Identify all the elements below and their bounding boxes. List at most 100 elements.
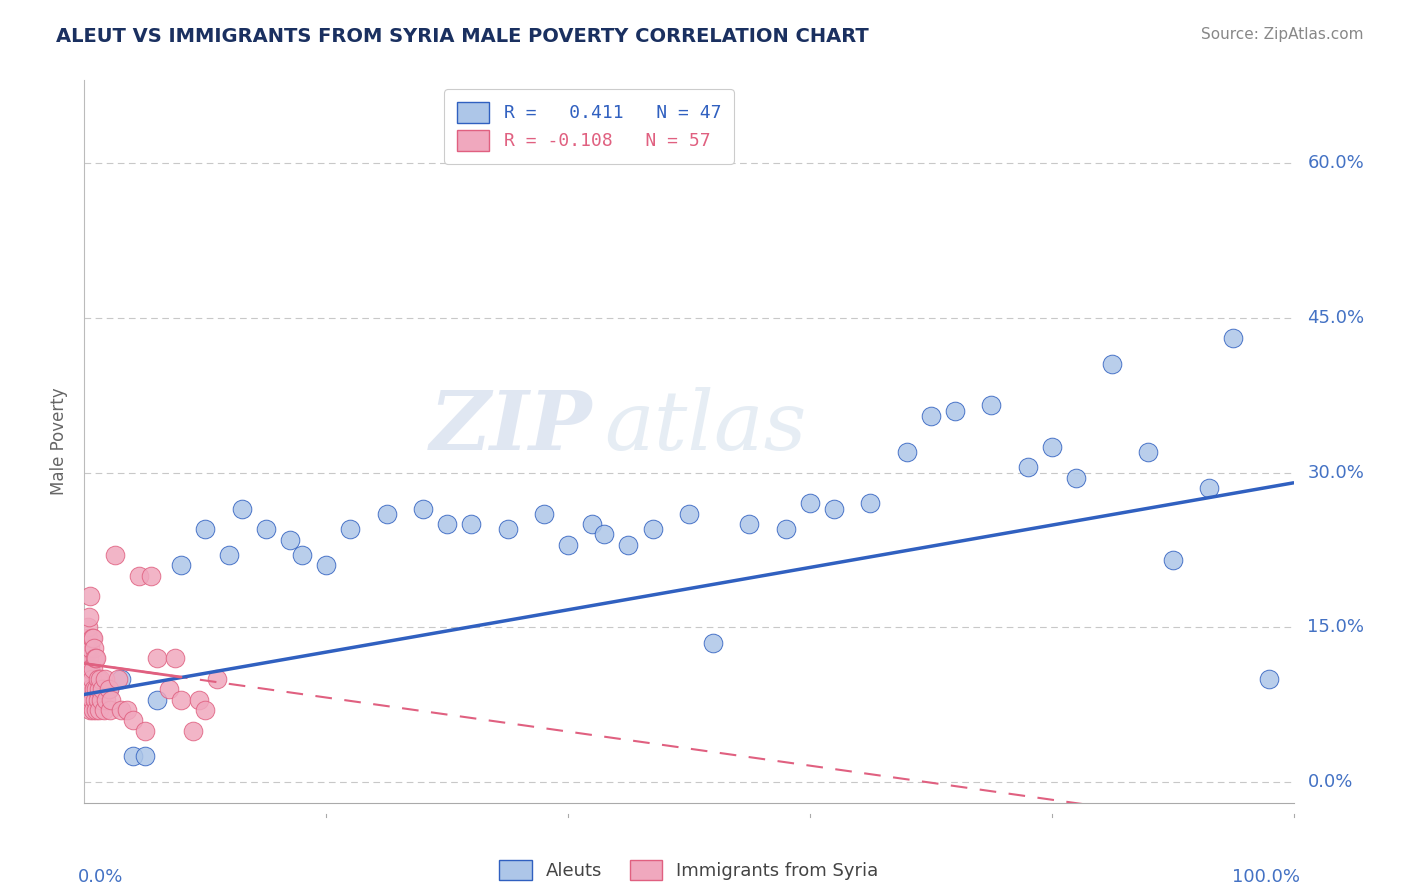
Text: 60.0%: 60.0%	[1308, 153, 1364, 172]
Point	[94, 672, 117, 686]
Point	[110, 672, 132, 686]
Point	[97, 682, 120, 697]
Point	[980, 398, 1002, 412]
Text: 0.0%: 0.0%	[79, 868, 124, 886]
Point	[207, 672, 229, 686]
Point	[77, 631, 100, 645]
Point	[104, 548, 127, 562]
Point	[920, 409, 942, 423]
Point	[896, 445, 918, 459]
Point	[79, 640, 101, 655]
Point	[77, 672, 100, 686]
Point	[76, 692, 98, 706]
Point	[93, 703, 115, 717]
Point	[91, 682, 114, 697]
Point	[1198, 481, 1220, 495]
Point	[77, 640, 100, 655]
Point	[77, 610, 100, 624]
Point	[77, 620, 100, 634]
Point	[170, 558, 193, 573]
Point	[87, 682, 110, 697]
Point	[1101, 357, 1123, 371]
Point	[98, 703, 121, 717]
Point	[86, 651, 108, 665]
Point	[188, 692, 211, 706]
Text: 15.0%: 15.0%	[1308, 618, 1364, 636]
Y-axis label: Male Poverty: Male Poverty	[51, 388, 69, 495]
Point	[80, 692, 103, 706]
Legend: Aleuts, Immigrants from Syria: Aleuts, Immigrants from Syria	[492, 853, 886, 888]
Point	[86, 682, 108, 697]
Point	[738, 517, 761, 532]
Point	[557, 538, 579, 552]
Point	[79, 682, 101, 697]
Point	[115, 703, 138, 717]
Point	[128, 568, 150, 582]
Point	[581, 517, 603, 532]
Point	[278, 533, 301, 547]
Point	[89, 672, 111, 686]
Point	[80, 672, 103, 686]
Point	[77, 651, 100, 665]
Point	[291, 548, 314, 562]
Text: ZIP: ZIP	[430, 387, 592, 467]
Point	[231, 501, 253, 516]
Point	[943, 403, 966, 417]
Point	[110, 703, 132, 717]
Point	[94, 692, 117, 706]
Point	[460, 517, 482, 532]
Point	[218, 548, 240, 562]
Point	[86, 682, 108, 697]
Point	[412, 501, 434, 516]
Point	[79, 662, 101, 676]
Point	[107, 672, 129, 686]
Point	[121, 749, 143, 764]
Point	[77, 662, 100, 676]
Point	[82, 703, 104, 717]
Text: 100.0%: 100.0%	[1232, 868, 1299, 886]
Point	[1222, 331, 1244, 345]
Point	[76, 672, 98, 686]
Point	[194, 703, 217, 717]
Point	[170, 692, 193, 706]
Point	[157, 682, 180, 697]
Point	[146, 651, 169, 665]
Point	[134, 749, 156, 764]
Point	[254, 522, 277, 536]
Point	[1137, 445, 1160, 459]
Point	[194, 522, 217, 536]
Text: 0.0%: 0.0%	[1308, 773, 1353, 791]
Point	[181, 723, 204, 738]
Point	[436, 517, 458, 532]
Point	[100, 692, 122, 706]
Text: 45.0%: 45.0%	[1308, 309, 1365, 326]
Point	[496, 522, 519, 536]
Text: atlas: atlas	[605, 387, 807, 467]
Point	[97, 682, 120, 697]
Point	[86, 692, 108, 706]
Point	[83, 682, 105, 697]
Point	[859, 496, 882, 510]
Point	[134, 723, 156, 738]
Text: Source: ZipAtlas.com: Source: ZipAtlas.com	[1201, 27, 1364, 42]
Point	[702, 636, 724, 650]
Point	[79, 590, 101, 604]
Point	[1064, 471, 1087, 485]
Point	[315, 558, 337, 573]
Point	[84, 651, 107, 665]
Point	[593, 527, 616, 541]
Point	[146, 692, 169, 706]
Point	[82, 662, 104, 676]
Point	[1017, 460, 1039, 475]
Point	[139, 568, 162, 582]
Point	[87, 703, 110, 717]
Point	[90, 692, 112, 706]
Point	[375, 507, 398, 521]
Point	[80, 631, 103, 645]
Point	[82, 631, 104, 645]
Point	[79, 662, 101, 676]
Point	[1040, 440, 1063, 454]
Point	[84, 692, 107, 706]
Point	[799, 496, 821, 510]
Point	[641, 522, 664, 536]
